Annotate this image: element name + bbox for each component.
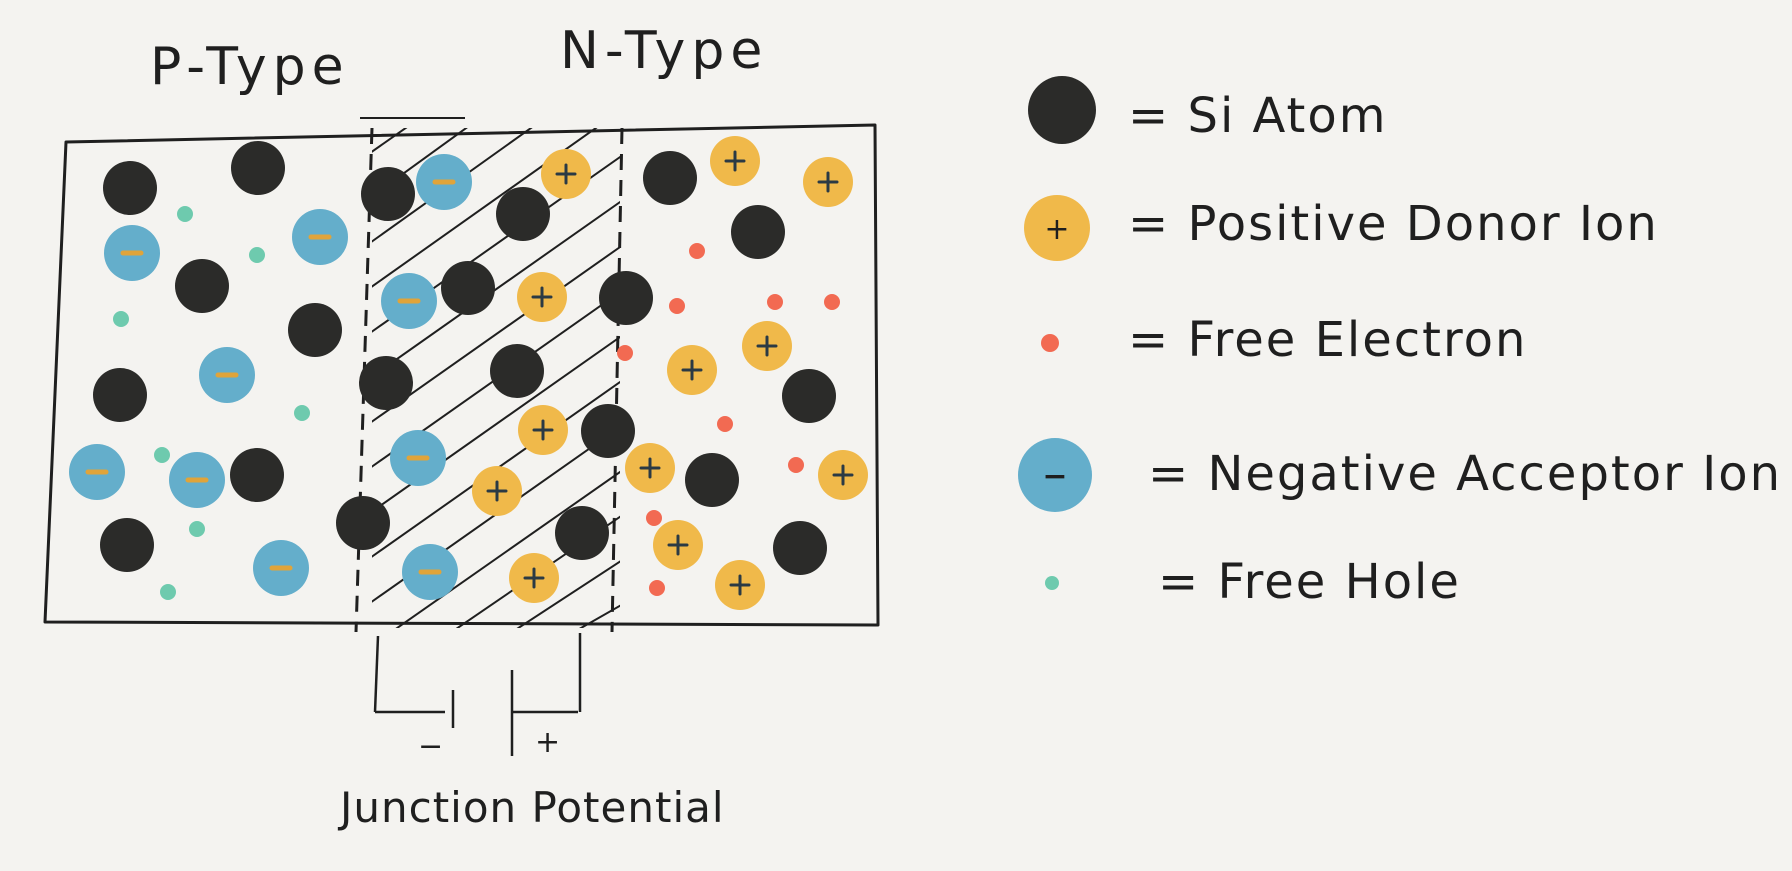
- si-atom: [496, 187, 550, 241]
- si-atom: [336, 496, 390, 550]
- legend-donor-label: = Positive Donor Ion: [1128, 196, 1659, 252]
- si-atom: [643, 151, 697, 205]
- free-electron: [649, 580, 665, 596]
- si-atom: [103, 161, 157, 215]
- free-electron-icon: [1041, 334, 1059, 352]
- si-atom: [175, 259, 229, 313]
- junction-minus-sign: −: [418, 729, 443, 764]
- si-atom: [782, 369, 836, 423]
- legend: = Si Atom + = Positive Donor Ion = Free …: [1018, 76, 1782, 610]
- free-electron: [717, 416, 733, 432]
- junction-potential-bracket: [373, 633, 582, 756]
- free-hole: [177, 206, 193, 222]
- free-electron: [669, 298, 685, 314]
- free-electron: [617, 345, 633, 361]
- p-type-label: P-Type: [150, 37, 350, 97]
- legend-hole-label: = Free Hole: [1158, 554, 1461, 610]
- acceptor-minus-sign: −: [1042, 459, 1067, 494]
- si-atom: [359, 356, 413, 410]
- free-hole: [249, 247, 265, 263]
- free-hole: [160, 584, 176, 600]
- si-atom: [685, 453, 739, 507]
- junction-potential-label: Junction Potential: [337, 783, 725, 832]
- si-atom: [288, 303, 342, 357]
- free-hole: [154, 447, 170, 463]
- particles-group: [69, 136, 868, 610]
- n-type-label: N-Type: [560, 21, 768, 81]
- negative-acceptor-ion-icon: [1018, 438, 1092, 512]
- si-atom: [441, 261, 495, 315]
- si-atom: [490, 344, 544, 398]
- si-atom: [231, 141, 285, 195]
- si-atom: [731, 205, 785, 259]
- crystal-outline: [43, 123, 880, 627]
- positive-donor-ion-icon: [1024, 195, 1090, 261]
- si-atom: [93, 368, 147, 422]
- free-hole-icon: [1045, 576, 1059, 590]
- free-hole: [294, 405, 310, 421]
- legend-electron-label: = Free Electron: [1128, 312, 1527, 368]
- si-atom: [599, 271, 653, 325]
- legend-acceptor-label: = Negative Acceptor Ion: [1148, 446, 1782, 502]
- free-electron: [767, 294, 783, 310]
- free-electron: [689, 243, 705, 259]
- si-atom: [555, 506, 609, 560]
- si-atom-icon: [1028, 76, 1096, 144]
- si-atom: [230, 448, 284, 502]
- si-atom: [581, 404, 635, 458]
- free-electron: [788, 457, 804, 473]
- junction-plus-sign: +: [535, 725, 560, 760]
- donor-plus-sign: +: [1044, 212, 1069, 247]
- free-electron: [646, 510, 662, 526]
- si-atom: [361, 167, 415, 221]
- free-hole: [189, 521, 205, 537]
- depletion-right-boundary: [610, 127, 624, 633]
- si-atom: [773, 521, 827, 575]
- legend-si-atom-label: = Si Atom: [1128, 88, 1387, 144]
- free-electron: [824, 294, 840, 310]
- free-hole: [113, 311, 129, 327]
- si-atom: [100, 518, 154, 572]
